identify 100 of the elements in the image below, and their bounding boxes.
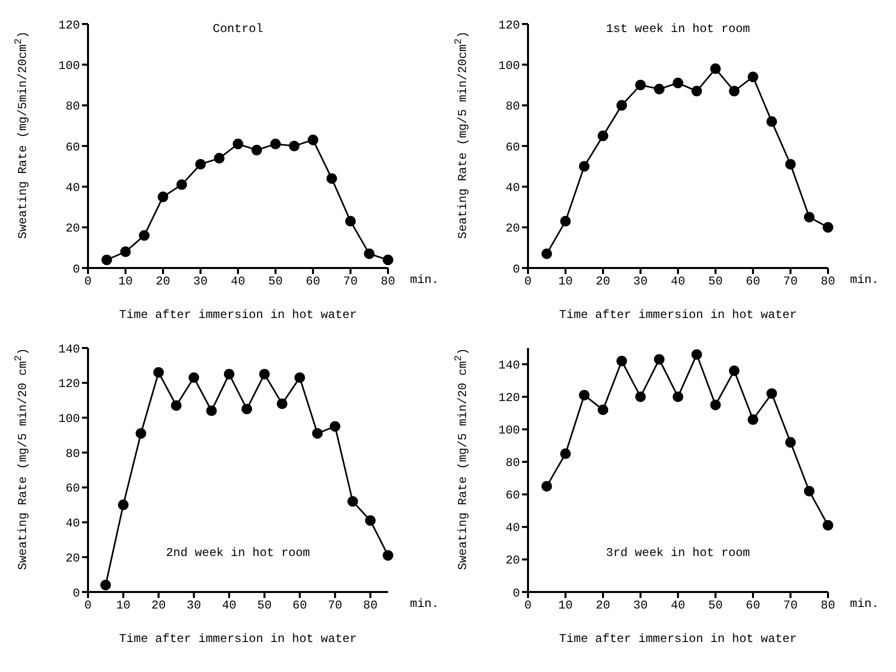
point <box>101 254 112 266</box>
y-tick-label: 0 <box>512 586 520 600</box>
point <box>176 179 188 190</box>
point <box>804 486 815 496</box>
x-tick-label: 0 <box>524 598 532 613</box>
y-tick-label: 120 <box>58 18 80 32</box>
x-tick-label: 30 <box>186 598 202 613</box>
point <box>560 448 571 460</box>
point <box>288 140 300 152</box>
point <box>541 248 552 260</box>
point <box>598 130 608 142</box>
x-tick-label: 20 <box>156 274 170 289</box>
point <box>195 159 206 170</box>
x-tick-label: 80 <box>820 274 836 289</box>
y-tick-label: 120 <box>498 391 520 406</box>
point <box>541 480 552 492</box>
point <box>242 404 252 414</box>
point <box>251 144 262 156</box>
x-tick-label: 60 <box>746 274 760 289</box>
y-tick-label: 60 <box>66 482 80 496</box>
y-tick-label: 40 <box>66 516 80 531</box>
point <box>654 354 665 365</box>
point <box>294 372 306 383</box>
chart-title: 1st week in hot room <box>604 22 752 36</box>
point <box>118 500 129 510</box>
x-tick-label: 10 <box>558 274 573 289</box>
y-tick-label: 60 <box>506 488 520 503</box>
point <box>672 392 684 402</box>
y-tick-label: 60 <box>506 140 520 154</box>
x-tick-label: 70 <box>343 274 358 289</box>
point <box>232 138 244 150</box>
x-tick-label: 0 <box>524 274 532 289</box>
point <box>766 388 778 399</box>
point <box>635 80 646 90</box>
x-tick-label: 60 <box>292 598 307 613</box>
x-tick-label: 70 <box>328 598 342 613</box>
x-tick-label: 30 <box>633 598 648 613</box>
point <box>347 496 358 507</box>
x-axis-title: Time after immersion in hot water <box>558 632 798 646</box>
y-tick-label: 80 <box>506 456 520 470</box>
point <box>136 428 146 439</box>
x-tick-label: 50 <box>268 274 283 289</box>
text: 2nd week in hot room <box>164 546 312 560</box>
point <box>804 212 815 222</box>
y-tick-label: 140 <box>498 358 520 373</box>
point <box>276 398 288 410</box>
y-tick-label: 100 <box>58 58 80 73</box>
point <box>259 368 270 380</box>
point <box>365 515 376 526</box>
text: 3rd week in hot room <box>604 546 752 560</box>
point <box>560 216 571 227</box>
point <box>382 254 394 266</box>
y-tick-label: 80 <box>66 100 80 114</box>
y-tick-label: 140 <box>58 342 80 356</box>
x-tick-label: 80 <box>363 598 378 613</box>
point <box>308 134 318 146</box>
x-tick-label: 50 <box>708 274 723 289</box>
x-tick-label: 70 <box>783 598 798 613</box>
x-tick-label: 20 <box>596 598 610 613</box>
point <box>691 349 702 360</box>
point <box>748 72 758 82</box>
x-tick-label: 0 <box>84 598 92 613</box>
point <box>822 222 834 233</box>
x-tick-label: 20 <box>151 598 166 613</box>
point <box>224 368 234 380</box>
x-tick-label: 70 <box>783 274 798 289</box>
y-tick-label: 20 <box>66 551 80 566</box>
x-tick-label: 10 <box>116 598 130 613</box>
y-tick-label: 100 <box>58 412 80 426</box>
x-tick-label: 50 <box>257 598 272 613</box>
x-tick-label: 80 <box>380 274 396 289</box>
chart-title: Control <box>212 22 264 36</box>
point <box>728 365 740 376</box>
y-tick-label: 80 <box>66 446 80 461</box>
text: min. <box>410 597 439 611</box>
point <box>188 372 200 383</box>
x-axis-title: Time after immersion in hot water <box>118 632 358 646</box>
y-tick-label: 120 <box>498 18 520 32</box>
text: min. <box>850 597 879 611</box>
x-tick-label: 40 <box>670 598 686 613</box>
x-tick-label: 80 <box>820 598 836 613</box>
point <box>654 84 665 94</box>
point <box>766 116 778 127</box>
y-tick-label: 100 <box>498 424 520 438</box>
point <box>728 86 740 96</box>
point <box>748 414 758 425</box>
y-tick-label: 40 <box>506 521 520 536</box>
x-tick-label: 30 <box>193 274 208 289</box>
x-tick-label: 20 <box>596 274 610 289</box>
y-tick-label: 0 <box>512 262 520 276</box>
y-tick-label: 120 <box>58 377 80 392</box>
x-tick-label: 40 <box>230 274 246 289</box>
text: min. <box>410 273 439 287</box>
x-tick-label: 30 <box>633 274 648 289</box>
point <box>206 405 217 416</box>
point <box>616 356 628 366</box>
y-tick-label: 100 <box>498 58 520 73</box>
x-tick-label: 50 <box>708 598 723 613</box>
x-tick-label: 10 <box>118 274 133 289</box>
point <box>120 246 131 258</box>
